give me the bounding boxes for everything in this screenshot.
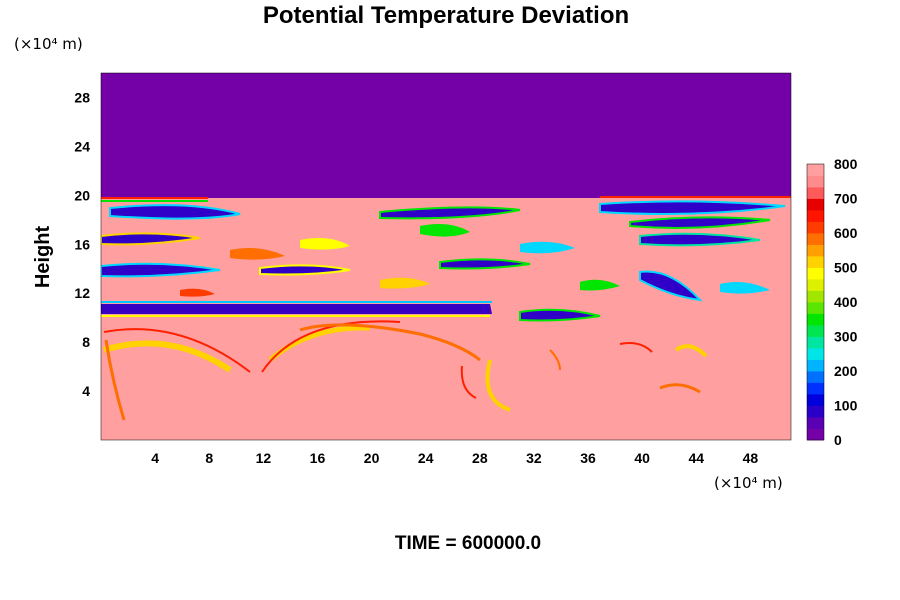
x-unit-label: (×10⁴ m) <box>714 474 783 492</box>
mixing-fragment <box>300 238 350 250</box>
x-tick-label: 16 <box>310 450 326 466</box>
wave-arc <box>104 339 126 421</box>
wave-arc <box>674 344 708 358</box>
inversion-streak <box>439 258 531 270</box>
colorbar-tick-label: 800 <box>834 156 858 172</box>
colorbar-tick-label: 100 <box>834 398 858 414</box>
y-tick-label: 12 <box>74 285 90 301</box>
inversion-streak <box>379 206 521 220</box>
colorbar-swatch <box>807 394 824 406</box>
colorbar-tick-label: 500 <box>834 260 858 276</box>
mixing-fragment <box>180 288 215 297</box>
colorbar-tick-label: 600 <box>834 225 858 241</box>
inversion-streak <box>259 264 351 276</box>
x-tick-label: 28 <box>472 450 488 466</box>
wave-arc <box>659 383 701 394</box>
y-tick-label: 24 <box>74 138 90 154</box>
upper-layer-region <box>101 73 791 198</box>
x-tick-label: 44 <box>689 450 705 466</box>
x-tick-label: 8 <box>205 450 213 466</box>
mixing-fragment <box>580 279 620 291</box>
mixing-fragment <box>420 224 470 237</box>
x-axis-ticks: 4 8 12 16 20 24 28 32 36 40 44 48 <box>151 450 758 466</box>
y-unit-label: (×10⁴ m) <box>14 35 83 53</box>
heatmap-plot <box>101 73 791 440</box>
inversion-streak <box>629 216 771 229</box>
x-tick-label: 48 <box>743 450 759 466</box>
colorbar-swatch <box>807 290 824 303</box>
colorbar-swatch <box>807 221 824 234</box>
colorbar-frame <box>806 163 825 441</box>
colorbar-swatch <box>807 302 824 314</box>
wave-arc <box>619 342 653 353</box>
colorbar-tick-label: 300 <box>834 329 858 345</box>
time-label: TIME = 600000.0 <box>395 533 541 554</box>
colorbar-swatch <box>807 428 824 441</box>
colorbar-swatch <box>807 336 824 349</box>
y-tick-label: 20 <box>74 187 90 203</box>
colorbar-swatch <box>807 210 824 222</box>
colorbar-tick-label: 700 <box>834 191 858 207</box>
colorbar-swatch <box>807 371 824 383</box>
colorbar-swatch <box>807 325 824 337</box>
mixing-fragment <box>520 241 575 254</box>
colorbar-swatch <box>807 198 824 211</box>
colorbar-swatch <box>807 244 824 257</box>
inversion-streak <box>101 262 221 278</box>
inversion-streak <box>519 308 601 322</box>
wave-arc <box>549 349 561 371</box>
mixing-fragment <box>720 282 770 294</box>
x-tick-label: 4 <box>151 450 159 466</box>
y-tick-label: 28 <box>74 89 90 105</box>
colorbar-swatch <box>807 417 824 429</box>
y-tick-label: 4 <box>82 383 90 399</box>
y-tick-label: 16 <box>74 236 90 252</box>
colorbar: 0 100 200 300 400 500 600 700 800 <box>806 156 858 448</box>
wave-arc <box>103 328 251 373</box>
y-axis-ticks: 4 8 12 16 20 24 28 <box>74 89 90 399</box>
x-tick-label: 32 <box>526 450 542 466</box>
wave-arc <box>460 365 477 399</box>
colorbar-swatch <box>807 187 824 199</box>
colorbar-swatch <box>807 382 824 395</box>
colorbar-tick-label: 400 <box>834 294 858 310</box>
mixing-fragment <box>380 277 430 289</box>
colorbar-swatch <box>807 267 824 280</box>
wave-arc <box>261 320 401 373</box>
colorbar-tick-label: 200 <box>834 363 858 379</box>
x-tick-label: 12 <box>256 450 272 466</box>
x-tick-label: 36 <box>580 450 596 466</box>
colorbar-swatch <box>807 405 824 418</box>
boundary-contour <box>101 196 791 199</box>
chart-title: Potential Temperature Deviation <box>263 2 629 29</box>
colorbar-swatch <box>807 164 824 176</box>
colorbar-swatch <box>807 175 824 188</box>
wave-arc <box>299 323 481 362</box>
colorbar-swatch <box>807 359 824 372</box>
colorbar-swatch <box>807 256 824 268</box>
inversion-streak <box>101 232 201 246</box>
y-tick-label: 8 <box>82 334 90 350</box>
stable-strip-contour <box>101 304 492 314</box>
x-tick-label: 40 <box>634 450 650 466</box>
inversion-streak <box>599 200 786 215</box>
colorbar-tick-label: 0 <box>834 432 842 448</box>
wave-arc <box>103 340 232 373</box>
inversion-streak <box>639 232 761 247</box>
y-axis-label: Height <box>32 226 54 289</box>
plot-frame <box>100 72 792 441</box>
mixing-fragment <box>230 248 285 260</box>
inversion-streak <box>109 204 241 220</box>
x-tick-label: 20 <box>364 450 380 466</box>
x-tick-label: 24 <box>418 450 434 466</box>
colorbar-swatch <box>807 348 824 360</box>
inversion-streak <box>639 270 703 302</box>
colorbar-swatch <box>807 279 824 291</box>
wave-arc <box>485 359 511 412</box>
colorbar-swatch <box>807 233 824 245</box>
colorbar-swatch <box>807 313 824 326</box>
